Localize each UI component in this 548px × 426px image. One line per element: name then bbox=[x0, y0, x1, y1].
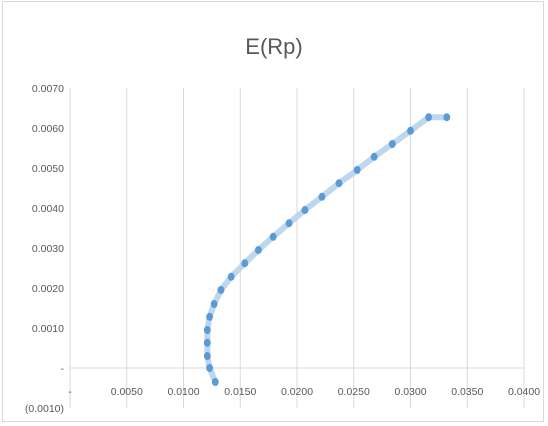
data-points bbox=[203, 113, 451, 386]
y-tick-label: 0.0040 bbox=[32, 203, 64, 215]
x-tick-label: 0.0250 bbox=[338, 386, 370, 398]
x-tick-label: 0.0100 bbox=[167, 386, 199, 398]
y-tick-label: (0.0010) bbox=[25, 403, 64, 415]
chart-title: E(Rp) bbox=[245, 34, 303, 59]
data-point bbox=[217, 286, 225, 294]
data-point bbox=[206, 312, 214, 321]
data-point bbox=[318, 192, 326, 201]
data-point bbox=[407, 126, 414, 135]
y-tick-label: 0.0010 bbox=[32, 323, 64, 335]
y-tick-label: 0.0030 bbox=[32, 243, 64, 255]
data-point bbox=[203, 326, 211, 334]
y-axis-tick-labels: (0.0010) - 0.0010 0.0020 0.0030 0.0040 0.0050 0… bbox=[25, 83, 65, 415]
gridlines bbox=[69, 88, 525, 408]
data-point bbox=[241, 259, 249, 268]
data-point bbox=[425, 113, 433, 122]
y-tick-label: - bbox=[61, 363, 65, 375]
x-tick-label: 0.0400 bbox=[508, 386, 540, 398]
data-point bbox=[269, 232, 277, 241]
x-axis-tick-labels: - 0.0050 0.0100 0.0150 0.0200 0.0250 0.0300 0.0… bbox=[68, 386, 540, 398]
x-tick-label: 0.0050 bbox=[111, 386, 143, 398]
data-point bbox=[210, 300, 218, 308]
y-tick-label: 0.0050 bbox=[32, 163, 64, 175]
data-point bbox=[443, 113, 451, 122]
data-point bbox=[370, 152, 378, 161]
data-point bbox=[227, 272, 235, 281]
data-point bbox=[255, 246, 262, 254]
y-tick-label: 0.0070 bbox=[32, 83, 64, 95]
x-tick-label: 0.0300 bbox=[394, 386, 426, 398]
data-point bbox=[335, 179, 343, 188]
data-point bbox=[211, 378, 219, 386]
frontier-line bbox=[204, 114, 450, 385]
data-point bbox=[203, 352, 211, 360]
data-point bbox=[353, 166, 361, 174]
data-point bbox=[203, 338, 211, 347]
data-point bbox=[301, 206, 309, 214]
x-tick-label: - bbox=[68, 386, 72, 398]
x-tick-label: 0.0200 bbox=[281, 386, 313, 398]
chart-frame bbox=[2, 1, 544, 422]
data-point bbox=[388, 140, 396, 148]
y-tick-label: 0.0060 bbox=[32, 123, 64, 135]
data-point bbox=[206, 364, 214, 372]
data-point bbox=[285, 219, 293, 228]
x-tick-label: 0.0150 bbox=[224, 386, 256, 398]
y-tick-label: 0.0020 bbox=[32, 283, 64, 295]
x-tick-label: 0.0350 bbox=[451, 386, 483, 398]
